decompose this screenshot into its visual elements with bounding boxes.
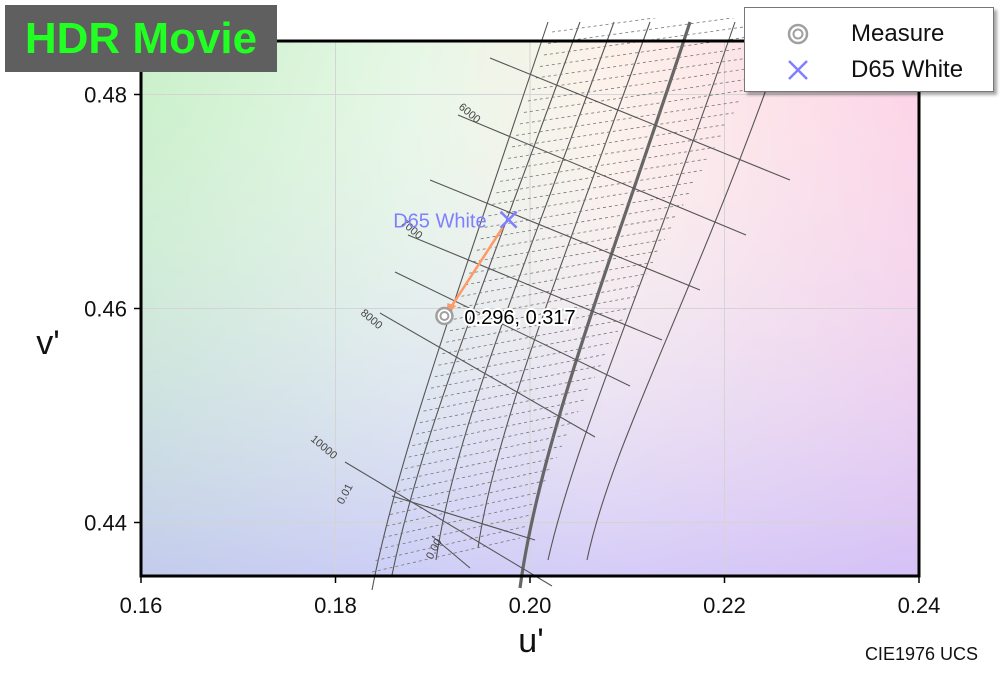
isotemp-dash [412,411,579,447]
isotemp-dash [379,514,531,550]
duv-isoline [586,21,791,561]
isotemp-dash [461,261,654,297]
isotemp-dash [404,434,568,469]
mode-badge-label: HDR Movie [24,13,258,63]
x-tick-label: 0.18 [314,593,357,618]
isotemperature-line [379,312,596,438]
isotemp-dash [519,89,747,125]
isotemp-dash [504,135,721,171]
x-tick-label: 0.22 [703,593,746,618]
isotemp-dash [476,215,678,251]
isotemp-dash [419,388,590,424]
isotemp-dash [386,491,541,527]
isotemp-dash [480,204,684,240]
isotemp-dash [539,32,780,67]
isotemp-dash [508,123,728,159]
x-tick-label: 0.20 [509,593,552,618]
isotemp-dash [515,101,741,136]
isotemp-dash [423,376,596,412]
duv-isoline [547,21,736,561]
isotemp-dash [492,169,703,205]
isotemp-dash [371,537,521,573]
duv-isoline [391,21,581,576]
measure-marker-icon [745,21,851,47]
isotemp-dash [393,468,552,504]
x-axis-title: u' [518,622,543,660]
isotemperature-line [394,271,631,387]
isotemp-dash [382,503,536,538]
diagram-type-note: CIE1976 UCS [864,644,978,664]
x-tick-label: 0.24 [898,593,941,618]
isotemperature-line [489,57,791,181]
duv-isoline [477,21,651,549]
duv-isoline [435,21,615,561]
isotemp-dash [465,250,660,286]
isotemp-dash [511,112,734,148]
isotemp-dash [434,342,613,378]
duv-isoline [371,21,549,591]
measure-value-label: 0.296, 0.317 [464,307,575,329]
isotemp-dash [500,146,715,182]
legend-item-d65: D65 White [745,52,995,88]
isotemp-dash [523,78,754,113]
d65-white-point-stroke [499,210,518,229]
y-axis-title: v' [36,324,60,362]
isotemp-dash [446,307,630,343]
isotemp-dash [390,480,547,515]
isotemp-dash [415,399,584,435]
isotemp-dash [408,422,573,458]
d65-white-label: D65 White [393,211,486,233]
legend-item-measure: Measure [745,16,995,52]
isotemp-dash [453,284,642,320]
measure-point-inner [439,310,450,321]
planckian-locus [518,21,692,589]
isotemp-dash [442,319,624,355]
isotemp-dash [535,43,774,79]
isotemp-dash [375,526,526,561]
isotemperature-line [391,495,536,541]
isotemp-dash [449,296,636,332]
isotemperature-line [429,179,701,291]
isotemperature-line [457,114,747,236]
isotemperature-line [407,234,663,341]
mode-badge: HDR Movie [5,5,277,72]
legend: Measure D65 White [744,7,994,92]
legend-label-d65: D65 White [851,56,964,83]
isotemperature-line [344,461,553,587]
x-marker-icon [745,57,851,83]
isotemp-dash [484,192,690,228]
y-tick-label: 0.48 [84,83,127,108]
y-tick-label: 0.44 [84,511,127,536]
measure-point [435,306,454,326]
y-tick-label: 0.46 [84,297,127,322]
deviation-arrow [449,227,504,309]
isotemperature-line [431,535,471,569]
isotemp-dash [457,273,648,309]
legend-label-measure: Measure [851,20,945,47]
isotemp-dash [438,330,618,366]
isotemp-dash [488,181,696,217]
x-tick-label: 0.16 [120,593,163,618]
